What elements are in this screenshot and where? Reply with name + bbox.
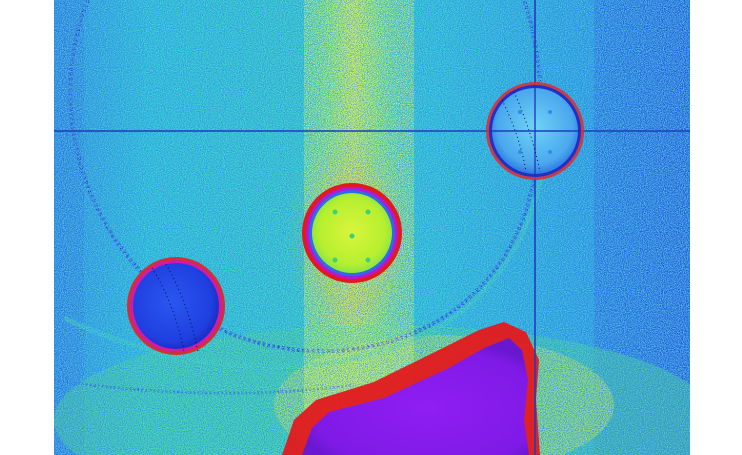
center-disc-dot — [365, 209, 371, 215]
false-color-image — [54, 0, 690, 455]
center-disc-dot — [332, 257, 338, 263]
right-disc-dot — [518, 150, 522, 154]
center-yellow-disc — [312, 193, 392, 273]
left-dark-blue-disc — [133, 263, 219, 349]
hot-purple-pool — [302, 338, 529, 455]
left-disc-dotted-arc-2 — [165, 263, 199, 353]
center-disc-dot — [365, 257, 371, 263]
right-disc-dot — [548, 110, 552, 114]
right-disc-dot — [518, 110, 522, 114]
center-disc-dot — [349, 233, 355, 239]
right-disc-dot — [548, 150, 552, 154]
center-disc-dot — [332, 209, 338, 215]
right-disc-dotted-arc — [501, 99, 527, 173]
left-disc-dotted-arc — [151, 267, 185, 353]
